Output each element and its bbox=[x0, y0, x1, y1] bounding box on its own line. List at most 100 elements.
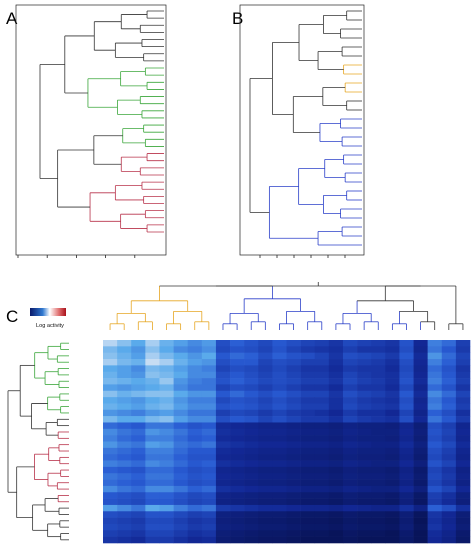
heatmap-cell bbox=[145, 435, 160, 442]
heatmap-cell bbox=[342, 346, 358, 353]
heatmap-cell bbox=[272, 435, 287, 442]
heatmap-cell bbox=[131, 409, 146, 417]
heatmap-cell bbox=[131, 530, 146, 537]
heatmap-cell bbox=[385, 460, 400, 468]
heatmap-cell bbox=[201, 466, 217, 474]
heatmap-cell bbox=[300, 340, 316, 347]
heatmap-cell bbox=[159, 409, 174, 417]
heatmap-cell bbox=[173, 523, 188, 531]
heatmap-cell bbox=[117, 530, 132, 537]
heatmap-cell bbox=[187, 492, 203, 499]
heatmap-cell bbox=[244, 397, 259, 404]
heatmap-cell bbox=[244, 435, 259, 442]
heatmap-cell bbox=[145, 447, 160, 455]
heatmap-cell bbox=[286, 371, 301, 379]
heatmap-cell bbox=[455, 352, 471, 360]
heatmap-cell bbox=[244, 523, 259, 531]
heatmap-cell bbox=[399, 447, 414, 455]
heatmap-cell bbox=[117, 346, 132, 353]
heatmap-cell bbox=[455, 473, 471, 480]
heatmap-cell bbox=[357, 492, 372, 499]
heatmap-cell bbox=[328, 460, 344, 468]
heatmap-cell bbox=[159, 479, 174, 487]
heatmap-cell bbox=[342, 447, 358, 455]
heatmap-cell bbox=[145, 511, 160, 518]
heatmap-cell bbox=[159, 416, 174, 423]
heatmap-cell bbox=[258, 384, 273, 392]
heatmap-cell bbox=[427, 403, 443, 411]
heatmap-cell bbox=[328, 428, 344, 436]
heatmap-cell bbox=[413, 441, 428, 449]
heatmap-cell bbox=[187, 485, 203, 493]
heatmap-cell bbox=[145, 473, 160, 480]
heatmap-cell bbox=[399, 422, 414, 430]
heatmap-cell bbox=[300, 403, 316, 411]
heatmap-cell bbox=[385, 479, 400, 487]
heatmap-cell bbox=[230, 346, 245, 353]
heatmap-cell bbox=[328, 530, 344, 537]
heatmap-cell bbox=[173, 511, 188, 518]
heatmap-cell bbox=[385, 422, 400, 430]
heatmap-cell bbox=[328, 346, 344, 353]
heatmap-cell bbox=[342, 530, 358, 537]
heatmap-cell bbox=[427, 416, 443, 423]
heatmap-cell bbox=[244, 441, 259, 449]
heatmap-cell bbox=[314, 352, 330, 360]
heatmap-cell bbox=[201, 447, 217, 455]
heatmap-cell bbox=[145, 422, 160, 430]
heatmap-cell bbox=[258, 365, 273, 373]
heatmap-cell bbox=[427, 466, 443, 474]
heatmap-cell bbox=[103, 485, 118, 493]
heatmap-cell bbox=[300, 371, 316, 379]
heatmap-cell bbox=[230, 384, 245, 392]
heatmap-cell bbox=[455, 479, 471, 487]
heatmap-cell bbox=[173, 340, 188, 347]
heatmap-cell bbox=[314, 447, 330, 455]
heatmap-cell bbox=[117, 511, 132, 518]
heatmap-cell bbox=[314, 422, 330, 430]
heatmap-cell bbox=[314, 378, 330, 385]
heatmap-cell bbox=[328, 409, 344, 417]
heatmap-cell bbox=[145, 498, 160, 506]
heatmap-cell bbox=[300, 479, 316, 487]
heatmap-cell bbox=[244, 390, 259, 398]
heatmap-cell bbox=[399, 504, 414, 512]
heatmap-cell bbox=[314, 466, 330, 474]
heatmap-cell bbox=[286, 346, 301, 353]
heatmap-cell bbox=[201, 352, 217, 360]
heatmap-cell bbox=[385, 371, 400, 379]
heatmap-cell bbox=[201, 498, 217, 506]
heatmap-cell bbox=[413, 409, 428, 417]
heatmap-cell bbox=[244, 346, 259, 353]
heatmap-cell bbox=[145, 378, 160, 385]
heatmap-cell bbox=[342, 403, 358, 411]
heatmap-cell bbox=[117, 435, 132, 442]
heatmap-cell bbox=[117, 416, 132, 423]
heatmap-cell bbox=[328, 485, 344, 493]
heatmap-cell bbox=[117, 352, 132, 360]
heatmap-cell bbox=[201, 428, 217, 436]
heatmap-cell bbox=[103, 422, 118, 430]
heatmap-cell bbox=[215, 378, 231, 385]
heatmap-cell bbox=[173, 504, 188, 512]
heatmap-cell bbox=[441, 454, 457, 461]
heatmap-cell bbox=[413, 523, 428, 531]
heatmap-cell bbox=[286, 530, 301, 537]
heatmap-cell bbox=[244, 428, 259, 436]
heatmap-cell bbox=[159, 435, 174, 442]
heatmap-cell bbox=[441, 384, 457, 392]
heatmap-cell bbox=[300, 523, 316, 531]
heatmap-cell bbox=[272, 473, 287, 480]
heatmap-cell bbox=[427, 454, 443, 461]
heatmap-cell bbox=[314, 530, 330, 537]
heatmap-cell bbox=[272, 428, 287, 436]
heatmap-cell bbox=[328, 441, 344, 449]
heatmap-cell bbox=[427, 530, 443, 537]
heatmap-cell bbox=[131, 492, 146, 499]
heatmap-cell bbox=[300, 441, 316, 449]
heatmap-cell bbox=[145, 365, 160, 373]
heatmap-cell bbox=[427, 536, 443, 544]
heatmap-cell bbox=[258, 352, 273, 360]
heatmap-cell bbox=[357, 485, 372, 493]
heatmap-cell bbox=[399, 435, 414, 442]
